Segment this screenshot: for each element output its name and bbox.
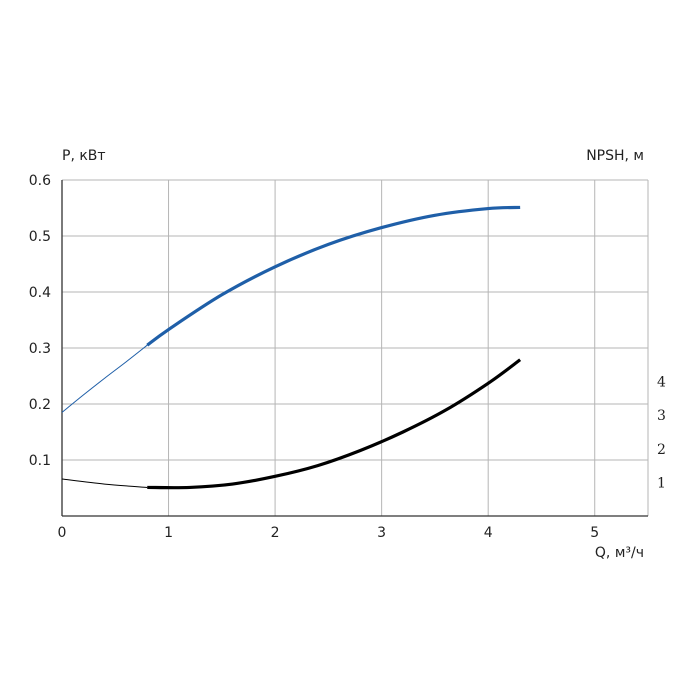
npsh-curve-thin — [61, 478, 148, 488]
y-tick-label: 0.2 — [29, 397, 51, 413]
x-tick-label: 0 — [58, 525, 67, 541]
x-tick-label: 1 — [164, 525, 173, 541]
x-tick-label: 2 — [271, 525, 280, 541]
series-lines — [61, 205, 522, 490]
y2-tick-label: 3 — [657, 408, 666, 424]
axes — [61, 180, 648, 517]
y2-tick-label: 1 — [657, 475, 666, 491]
y2-tick-labels: 1 2 3 4 — [657, 375, 666, 492]
y-tick-label: 0.1 — [29, 453, 51, 469]
y2-axis-label: NPSH, м — [586, 148, 644, 164]
y-axis-label: P, кВт — [62, 148, 106, 164]
x-axis-label: Q, м³/ч — [595, 545, 644, 561]
x-tick-label: 4 — [484, 525, 493, 541]
y-tick-label: 0.6 — [29, 173, 51, 189]
x-tick-label: 5 — [590, 525, 599, 541]
y2-tick-label: 4 — [657, 375, 666, 391]
x-tick-label: 3 — [377, 525, 386, 541]
y-tick-label: 0.3 — [29, 341, 51, 357]
y-tick-label: 0.5 — [29, 229, 51, 245]
x-tick-labels: 0 1 2 3 4 5 — [58, 525, 600, 541]
y2-tick-label: 2 — [657, 442, 666, 458]
y-tick-labels: 0.1 0.2 0.3 0.4 0.5 0.6 — [29, 173, 51, 469]
grid-lines — [62, 179, 649, 516]
power-curve — [146, 205, 521, 347]
npsh-curve — [147, 358, 522, 490]
y-tick-label: 0.4 — [29, 285, 51, 301]
power-curve-thin — [61, 344, 148, 413]
